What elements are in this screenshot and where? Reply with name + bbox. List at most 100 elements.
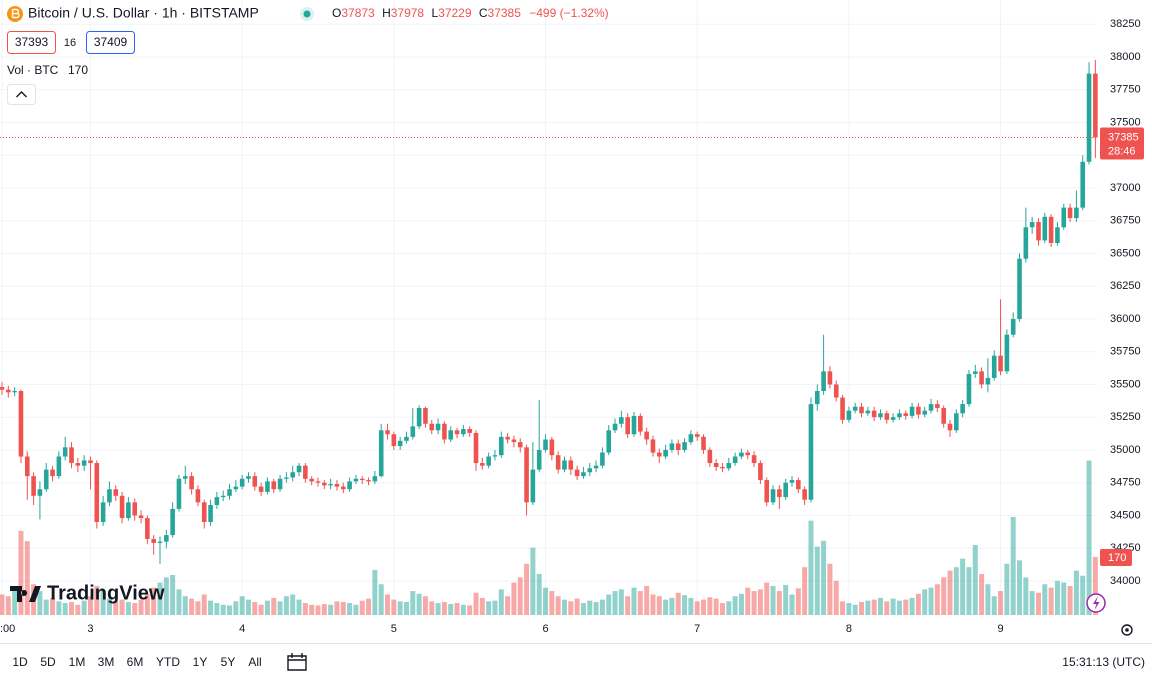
volume-bar — [397, 601, 403, 615]
range-button[interactable]: 1D — [12, 655, 28, 669]
range-button[interactable]: 1M — [69, 655, 86, 669]
candle-body — [492, 455, 498, 457]
range-button[interactable]: 6M — [127, 655, 144, 669]
volume-bar — [833, 580, 839, 615]
volume-bar — [960, 558, 966, 615]
volume-bar — [877, 597, 883, 615]
candle-body — [277, 478, 283, 490]
volume-bar — [871, 599, 877, 615]
ohlc-legend: O37873 H37978 L37229 C37385 −499 (−1.32%… — [332, 6, 609, 20]
candle-body — [694, 434, 700, 437]
volume-bar — [233, 601, 239, 615]
volume-bar — [764, 582, 770, 615]
volume-bar — [106, 598, 112, 615]
volume-bar — [650, 594, 656, 615]
volume-bar — [24, 541, 30, 615]
volume-bar — [302, 603, 308, 615]
volume-bar — [18, 530, 24, 615]
candle-body — [669, 443, 675, 450]
x-tick-label: 5 — [391, 623, 397, 635]
volume-bar — [328, 604, 334, 615]
buy-button[interactable] — [86, 31, 135, 54]
volume-bar — [555, 596, 561, 615]
candle-body — [1080, 161, 1086, 208]
volume-bar — [536, 574, 542, 615]
candle-body — [284, 477, 289, 479]
candle-body — [619, 417, 624, 424]
candle-body — [859, 406, 864, 414]
volume-bar — [915, 593, 921, 615]
volume-bar — [802, 567, 808, 615]
candle-body — [758, 463, 763, 481]
calendar-icon[interactable] — [287, 653, 307, 671]
y-tick-label: 34000 — [1110, 575, 1141, 587]
volume-bar — [859, 602, 865, 615]
volume-bar — [1092, 556, 1098, 615]
candle-body — [663, 449, 668, 457]
volume-bar — [1029, 591, 1035, 615]
candle-body — [840, 397, 845, 420]
y-tick-label: 38000 — [1110, 51, 1141, 63]
candle-body — [157, 541, 163, 543]
candle-body — [802, 489, 807, 500]
candle-body — [138, 515, 144, 519]
candle-body — [334, 484, 340, 487]
volume-bar — [264, 600, 270, 615]
volume-bar — [808, 520, 814, 615]
sell-price: 37393 — [15, 35, 49, 49]
candle-body — [416, 408, 422, 427]
volume-bar — [726, 601, 732, 615]
l-value: 37229 — [438, 6, 472, 20]
volume-bar — [865, 600, 871, 615]
volume-bar — [113, 601, 119, 615]
volume-bar — [416, 593, 422, 615]
range-button[interactable]: 5Y — [221, 655, 236, 669]
clock: 15:31:13 (UTC) — [1062, 655, 1145, 669]
candle-body — [220, 495, 226, 498]
volume-bar — [979, 574, 985, 615]
candle-body — [1004, 334, 1010, 372]
volume-bar — [486, 601, 492, 615]
volume-bar — [195, 601, 201, 615]
range-button[interactable]: 1Y — [193, 655, 208, 669]
volume-bar — [1061, 582, 1067, 615]
volume-bar — [151, 587, 157, 615]
collapse-button[interactable] — [7, 84, 36, 105]
logo-mark — [10, 586, 41, 602]
y-tick-label: 35500 — [1110, 378, 1141, 390]
candle-body — [0, 387, 5, 390]
candle-body — [890, 417, 896, 420]
range-button[interactable]: YTD — [156, 655, 180, 669]
settings-icon[interactable] — [1121, 624, 1133, 636]
volume-bar — [410, 591, 416, 615]
candle-body — [701, 436, 706, 450]
candle-body — [555, 455, 561, 470]
volume-bar — [568, 601, 574, 615]
volume-bar — [340, 602, 346, 615]
candle-body — [739, 452, 744, 457]
bitcoin-glyph — [11, 8, 20, 19]
volume-bar — [62, 603, 68, 615]
logo[interactable]: TradingView — [10, 582, 165, 604]
volume-bar — [208, 600, 214, 615]
candle-body — [435, 423, 441, 431]
candle-body — [1036, 222, 1041, 241]
volume-bar — [271, 597, 277, 615]
candle-body — [972, 371, 978, 374]
candle-body — [675, 443, 681, 450]
candle-body — [473, 432, 479, 464]
volume-bar — [701, 599, 707, 615]
volume-bar — [227, 605, 233, 615]
range-button[interactable]: 5D — [40, 655, 56, 669]
candle-body — [88, 460, 93, 464]
range-button[interactable]: 3M — [98, 655, 115, 669]
candle-body — [625, 417, 630, 435]
candle-body — [600, 452, 605, 466]
sell-button[interactable] — [7, 31, 56, 54]
candle-body — [935, 404, 940, 409]
candle-body — [145, 518, 150, 540]
range-button[interactable]: All — [248, 655, 261, 669]
candle-body — [423, 408, 428, 424]
candle-body — [878, 413, 883, 418]
